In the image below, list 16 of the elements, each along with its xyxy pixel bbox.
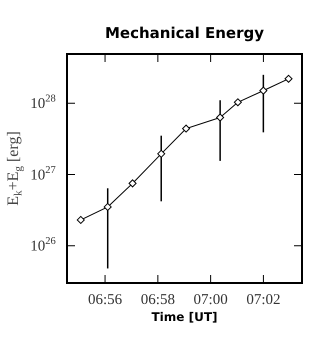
point — [234, 98, 242, 106]
x-tick-label: 07:00 — [194, 292, 228, 308]
point — [76, 216, 85, 224]
point — [284, 74, 293, 83]
point — [157, 150, 166, 158]
point — [259, 86, 268, 95]
x-tick-label: 06:58 — [140, 292, 175, 308]
point — [128, 179, 137, 188]
y-axis-title: Ek+Eg [erg] — [5, 131, 25, 206]
point — [182, 124, 190, 133]
chart-title: Mechanical Energy — [104, 24, 264, 42]
point — [216, 113, 224, 122]
x-tick-label: 06:56 — [88, 292, 123, 308]
point — [104, 202, 112, 211]
x-axis-title: Time [UT] — [151, 310, 218, 324]
x-tick-label: 07:02 — [246, 292, 280, 308]
